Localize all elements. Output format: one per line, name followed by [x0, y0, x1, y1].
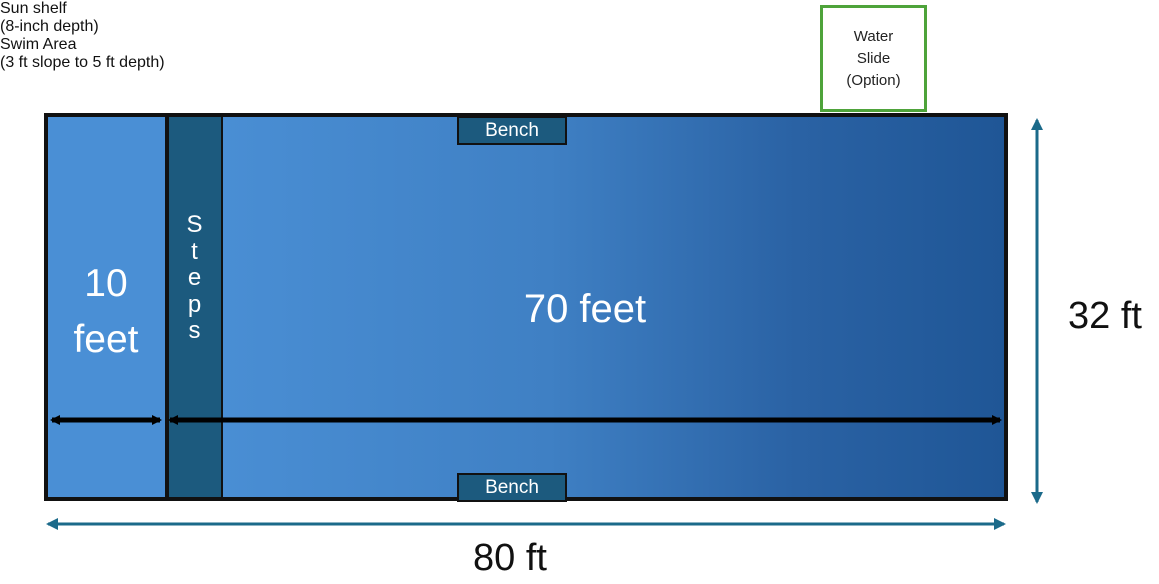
steps-letter: s — [188, 317, 201, 344]
steps-letter: S — [186, 211, 203, 238]
bench-bottom: Bench — [457, 473, 567, 502]
sun-shelf-length-label: 10 feet — [46, 256, 166, 368]
sun-shelf-label: Sun shelf (8-inch depth) — [0, 0, 210, 36]
water-slide-box: Water Slide (Option) — [820, 5, 927, 112]
total-length-label: 80 ft — [473, 537, 547, 579]
total-width-label: 32 ft — [1068, 295, 1142, 337]
swim-area-length-label: 70 feet — [523, 287, 647, 331]
water-slide-line-1: Water — [853, 27, 894, 45]
sun-shelf-title: Sun shelf — [0, 0, 67, 17]
sun-shelf-length-unit: feet — [73, 318, 139, 361]
bench-top: Bench — [457, 116, 567, 145]
steps-label: S t e p s — [166, 211, 223, 345]
steps-letter: p — [187, 290, 202, 318]
steps-region — [166, 113, 223, 501]
water-slide-line-3: (Option) — [846, 71, 901, 89]
swim-area-title: Swim Area — [0, 36, 77, 53]
swim-area-label: Swim Area (3 ft slope to 5 ft depth) — [0, 36, 350, 72]
sun-shelf-depth: (8-inch depth) — [0, 18, 99, 35]
steps-letter: e — [187, 264, 202, 291]
swim-area-depth: (3 ft slope to 5 ft depth) — [0, 54, 165, 71]
sun-shelf-length-value: 10 — [84, 262, 128, 305]
swim-area-region — [176, 113, 1008, 501]
steps-letter: t — [191, 237, 198, 265]
water-slide-line-2: Slide — [856, 49, 891, 67]
